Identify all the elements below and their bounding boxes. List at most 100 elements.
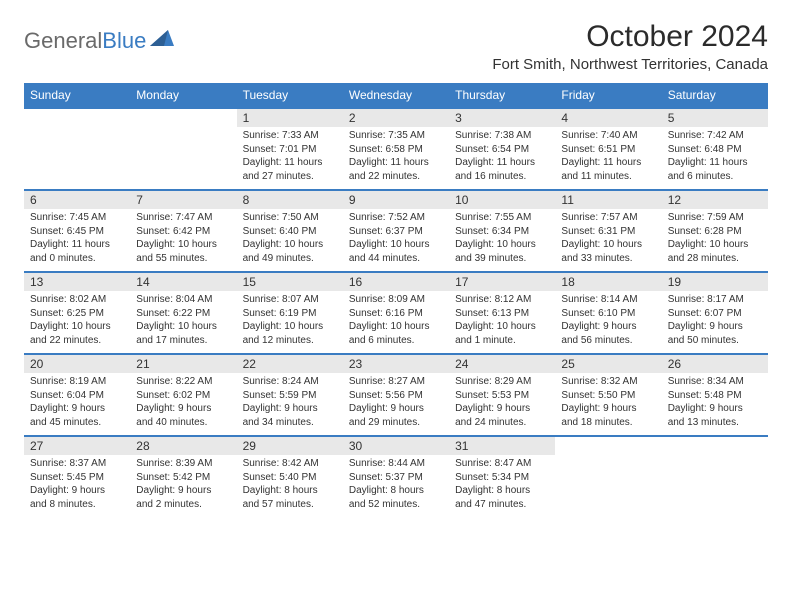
daylight-text: Daylight: 10 hours and 17 minutes. — [136, 320, 230, 347]
sunset-text: Sunset: 6:58 PM — [349, 143, 443, 157]
day-content-cell: Sunrise: 8:27 AMSunset: 5:56 PMDaylight:… — [343, 373, 449, 436]
day-number: 12 — [662, 191, 768, 209]
day-content-cell: Sunrise: 8:02 AMSunset: 6:25 PMDaylight:… — [24, 291, 130, 354]
day-content-cell: Sunrise: 7:50 AMSunset: 6:40 PMDaylight:… — [237, 209, 343, 272]
sunrise-text: Sunrise: 8:34 AM — [668, 375, 762, 389]
day-content-cell: Sunrise: 7:35 AMSunset: 6:58 PMDaylight:… — [343, 127, 449, 190]
daynum-row: 20212223242526 — [24, 354, 768, 373]
daylight-text: Daylight: 10 hours and 28 minutes. — [668, 238, 762, 265]
day-number-cell: 29 — [237, 436, 343, 455]
day-number: 26 — [662, 355, 768, 373]
content-row: Sunrise: 7:33 AMSunset: 7:01 PMDaylight:… — [24, 127, 768, 190]
daylight-text: Daylight: 9 hours and 13 minutes. — [668, 402, 762, 429]
daylight-text: Daylight: 9 hours and 56 minutes. — [561, 320, 655, 347]
day-number-cell: 1 — [237, 108, 343, 127]
day-content-cell — [130, 127, 236, 190]
day-number-cell: 16 — [343, 272, 449, 291]
day-number-cell: 22 — [237, 354, 343, 373]
sunset-text: Sunset: 6:54 PM — [455, 143, 549, 157]
sunset-text: Sunset: 5:40 PM — [243, 471, 337, 485]
day-content-cell: Sunrise: 8:12 AMSunset: 6:13 PMDaylight:… — [449, 291, 555, 354]
day-content-cell — [662, 455, 768, 517]
day-number: 16 — [343, 273, 449, 291]
weekday-header: Friday — [555, 83, 661, 108]
sunset-text: Sunset: 5:59 PM — [243, 389, 337, 403]
daylight-text: Daylight: 9 hours and 2 minutes. — [136, 484, 230, 511]
sunset-text: Sunset: 5:50 PM — [561, 389, 655, 403]
daylight-text: Daylight: 10 hours and 1 minute. — [455, 320, 549, 347]
sunset-text: Sunset: 5:42 PM — [136, 471, 230, 485]
day-number: 13 — [24, 273, 130, 291]
day-number-cell: 11 — [555, 190, 661, 209]
sunrise-text: Sunrise: 7:42 AM — [668, 129, 762, 143]
sunrise-text: Sunrise: 8:29 AM — [455, 375, 549, 389]
day-number: 1 — [237, 109, 343, 127]
sunrise-text: Sunrise: 8:47 AM — [455, 457, 549, 471]
day-number: 15 — [237, 273, 343, 291]
sunrise-text: Sunrise: 8:27 AM — [349, 375, 443, 389]
sunrise-text: Sunrise: 7:40 AM — [561, 129, 655, 143]
day-number-cell: 19 — [662, 272, 768, 291]
sunset-text: Sunset: 6:22 PM — [136, 307, 230, 321]
day-number-cell: 6 — [24, 190, 130, 209]
daylight-text: Daylight: 9 hours and 29 minutes. — [349, 402, 443, 429]
sunset-text: Sunset: 6:42 PM — [136, 225, 230, 239]
day-number: 29 — [237, 437, 343, 455]
sunrise-text: Sunrise: 7:35 AM — [349, 129, 443, 143]
day-number: 10 — [449, 191, 555, 209]
daylight-text: Daylight: 9 hours and 8 minutes. — [30, 484, 124, 511]
daylight-text: Daylight: 10 hours and 33 minutes. — [561, 238, 655, 265]
sunrise-text: Sunrise: 8:37 AM — [30, 457, 124, 471]
sunset-text: Sunset: 5:37 PM — [349, 471, 443, 485]
sunrise-text: Sunrise: 8:17 AM — [668, 293, 762, 307]
daylight-text: Daylight: 10 hours and 55 minutes. — [136, 238, 230, 265]
daylight-text: Daylight: 8 hours and 57 minutes. — [243, 484, 337, 511]
sunrise-text: Sunrise: 8:32 AM — [561, 375, 655, 389]
sunset-text: Sunset: 6:19 PM — [243, 307, 337, 321]
sunrise-text: Sunrise: 8:22 AM — [136, 375, 230, 389]
day-content-cell: Sunrise: 8:09 AMSunset: 6:16 PMDaylight:… — [343, 291, 449, 354]
sunset-text: Sunset: 5:53 PM — [455, 389, 549, 403]
day-number-cell: 25 — [555, 354, 661, 373]
daylight-text: Daylight: 11 hours and 6 minutes. — [668, 156, 762, 183]
day-number-cell: 24 — [449, 354, 555, 373]
day-number: 4 — [555, 109, 661, 127]
day-number: 28 — [130, 437, 236, 455]
sunset-text: Sunset: 6:34 PM — [455, 225, 549, 239]
sunrise-text: Sunrise: 8:42 AM — [243, 457, 337, 471]
day-number-cell: 2 — [343, 108, 449, 127]
sunset-text: Sunset: 6:51 PM — [561, 143, 655, 157]
day-number: 9 — [343, 191, 449, 209]
day-content-cell: Sunrise: 8:47 AMSunset: 5:34 PMDaylight:… — [449, 455, 555, 517]
day-number: 5 — [662, 109, 768, 127]
day-content-cell: Sunrise: 8:04 AMSunset: 6:22 PMDaylight:… — [130, 291, 236, 354]
sunset-text: Sunset: 6:40 PM — [243, 225, 337, 239]
daylight-text: Daylight: 9 hours and 45 minutes. — [30, 402, 124, 429]
day-content-cell: Sunrise: 7:59 AMSunset: 6:28 PMDaylight:… — [662, 209, 768, 272]
sunset-text: Sunset: 7:01 PM — [243, 143, 337, 157]
day-number-cell: 14 — [130, 272, 236, 291]
title-block: October 2024 Fort Smith, Northwest Terri… — [492, 20, 768, 73]
sunset-text: Sunset: 6:31 PM — [561, 225, 655, 239]
day-content-cell: Sunrise: 8:14 AMSunset: 6:10 PMDaylight:… — [555, 291, 661, 354]
day-number: 2 — [343, 109, 449, 127]
day-number: 27 — [24, 437, 130, 455]
weekday-header: Saturday — [662, 83, 768, 108]
day-content-cell: Sunrise: 8:29 AMSunset: 5:53 PMDaylight:… — [449, 373, 555, 436]
daylight-text: Daylight: 10 hours and 6 minutes. — [349, 320, 443, 347]
day-number: 31 — [449, 437, 555, 455]
day-number: 18 — [555, 273, 661, 291]
daylight-text: Daylight: 11 hours and 27 minutes. — [243, 156, 337, 183]
day-number: 14 — [130, 273, 236, 291]
day-number-cell: 21 — [130, 354, 236, 373]
day-content-cell: Sunrise: 8:37 AMSunset: 5:45 PMDaylight:… — [24, 455, 130, 517]
sunrise-text: Sunrise: 7:59 AM — [668, 211, 762, 225]
daylight-text: Daylight: 9 hours and 50 minutes. — [668, 320, 762, 347]
sunset-text: Sunset: 5:56 PM — [349, 389, 443, 403]
daylight-text: Daylight: 8 hours and 47 minutes. — [455, 484, 549, 511]
day-number-cell: 9 — [343, 190, 449, 209]
day-number-cell: 30 — [343, 436, 449, 455]
day-number-cell: 8 — [237, 190, 343, 209]
day-number-cell: 27 — [24, 436, 130, 455]
sunset-text: Sunset: 5:34 PM — [455, 471, 549, 485]
